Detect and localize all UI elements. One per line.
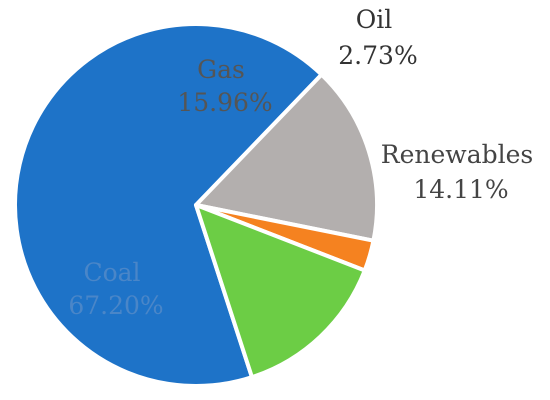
pie-slice-gas (194, 72, 379, 243)
pie-slice-renewables (194, 203, 367, 380)
pie-slice-coal (13, 22, 324, 388)
slice-label-coal: Coal 67.20% (68, 258, 163, 320)
pie-slices (13, 22, 379, 388)
slice-label-renewables: Renewables 14.11% (381, 140, 541, 204)
slice-label-oil: Oil 2.73% (338, 5, 417, 70)
slice-name-oil: Oil (356, 5, 393, 34)
slice-name-coal: Coal (83, 258, 140, 287)
slice-percent-renewables: 14.11% (413, 175, 508, 204)
slice-name-gas: Gas (197, 55, 245, 84)
slice-label-gas: Gas 15.96% (177, 55, 272, 117)
slice-percent-oil: 2.73% (338, 41, 417, 70)
slice-percent-coal: 67.20% (68, 291, 163, 320)
slice-percent-gas: 15.96% (177, 88, 272, 117)
slice-name-renewables: Renewables (381, 140, 533, 169)
